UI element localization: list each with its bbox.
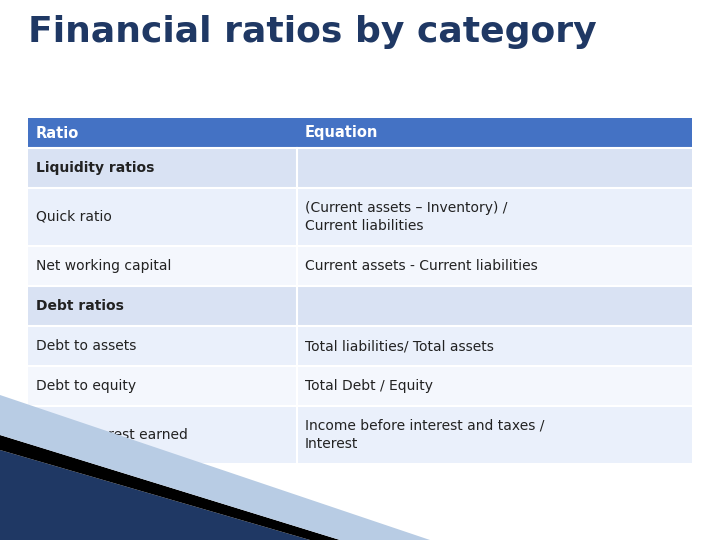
Text: Equation: Equation [305,125,378,140]
Bar [28,406,692,464]
Text: Liquidity ratios: Liquidity ratios [36,161,154,175]
Text: Quick ratio: Quick ratio [36,210,112,224]
Text: Total Debt / Equity: Total Debt / Equity [305,379,433,393]
Text: (Current assets – Inventory) /
Current liabilities: (Current assets – Inventory) / Current l… [305,200,508,233]
Bar [28,366,692,406]
Text: Debt to assets: Debt to assets [36,339,136,353]
Text: Debt to equity: Debt to equity [36,379,136,393]
Polygon shape [0,435,340,540]
Bar [28,188,692,246]
Bar [28,246,692,286]
Text: Ratio: Ratio [36,125,79,140]
Bar [28,118,692,148]
Text: Debt ratios: Debt ratios [36,299,124,313]
Text: Financial ratios by category: Financial ratios by category [28,15,597,49]
Text: Total liabilities/ Total assets: Total liabilities/ Total assets [305,339,494,353]
Bar [28,148,692,188]
Text: Times interest earned: Times interest earned [36,428,188,442]
Text: Current assets - Current liabilities: Current assets - Current liabilities [305,259,538,273]
Bar [28,286,692,326]
Bar [28,326,692,366]
Text: Income before interest and taxes /
Interest: Income before interest and taxes / Inter… [305,418,544,451]
Text: Net working capital: Net working capital [36,259,171,273]
Polygon shape [0,450,310,540]
Polygon shape [0,395,430,540]
